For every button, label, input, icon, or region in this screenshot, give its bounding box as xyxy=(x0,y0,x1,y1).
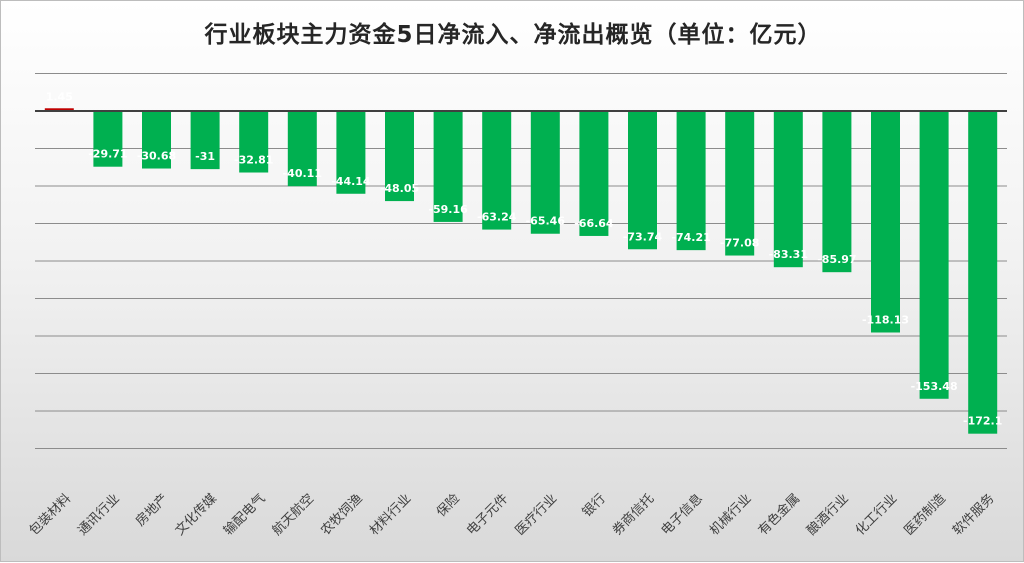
data-label: -66.64 xyxy=(574,217,614,230)
category-label: 材料行业 xyxy=(367,491,414,538)
data-label: -77.08 xyxy=(720,237,759,250)
category-label: 机械行业 xyxy=(707,491,754,538)
data-label: -59.16 xyxy=(428,203,468,216)
bar xyxy=(482,111,512,230)
data-label: -63.24 xyxy=(477,211,517,224)
bar xyxy=(968,111,998,434)
data-label: -48.05 xyxy=(380,182,419,195)
bar xyxy=(725,111,755,256)
chart-title: 行业板块主力资金5日净流入、净流出概览（单位：亿元） xyxy=(204,22,822,48)
category-label: 房地产 xyxy=(132,491,171,530)
bar xyxy=(93,111,123,167)
bar xyxy=(385,111,414,202)
data-label: -30.68 xyxy=(137,150,176,163)
bar xyxy=(579,111,609,236)
category-label: 输配电气 xyxy=(220,491,268,539)
category-label: 文化传媒 xyxy=(173,491,220,538)
bar xyxy=(773,111,803,268)
category-label: 券商信托 xyxy=(609,491,657,539)
data-label: -85.97 xyxy=(817,253,856,266)
bar xyxy=(433,111,463,222)
data-label: -32.81 xyxy=(234,154,273,167)
data-label: -73.74 xyxy=(623,230,663,243)
data-label: -31 xyxy=(195,150,215,163)
category-label: 医药制造 xyxy=(902,491,949,538)
data-label: -29.71 xyxy=(88,148,127,161)
bar xyxy=(628,111,657,250)
category-label: 酿酒行业 xyxy=(804,491,852,539)
category-label: 通讯行业 xyxy=(75,491,122,538)
bar xyxy=(287,111,317,187)
data-label: -172.1 xyxy=(963,415,1002,428)
category-label: 农牧饲渔 xyxy=(318,491,365,538)
bar xyxy=(336,111,366,194)
bar xyxy=(142,111,171,169)
bar xyxy=(190,111,220,170)
data-label: -83.31 xyxy=(769,248,808,261)
data-label: -118.13 xyxy=(862,313,909,326)
category-label: 包装材料 xyxy=(27,491,74,538)
category-label: 有色金属 xyxy=(755,491,803,539)
category-label: 航天航空 xyxy=(269,491,317,539)
category-label: 医疗行业 xyxy=(513,491,560,538)
bar xyxy=(822,111,852,273)
bar xyxy=(871,111,900,333)
data-label: -65.46 xyxy=(526,215,566,228)
bar xyxy=(239,111,269,173)
category-label: 软件服务 xyxy=(949,491,997,539)
data-label: -74.21 xyxy=(671,231,710,244)
category-label: 电子元件 xyxy=(464,491,511,538)
bar xyxy=(919,111,949,399)
category-label: 化工行业 xyxy=(853,491,900,538)
category-label: 银行 xyxy=(580,491,609,520)
category-label: 保险 xyxy=(434,491,463,520)
data-label: 1.45 xyxy=(46,90,73,103)
bar xyxy=(44,108,74,111)
data-label: -40.11 xyxy=(283,167,322,180)
data-label: -44.14 xyxy=(331,175,371,188)
bar xyxy=(530,111,560,234)
category-label: 电子信息 xyxy=(658,491,706,539)
bar xyxy=(676,111,706,251)
data-label: -153.48 xyxy=(911,380,958,393)
